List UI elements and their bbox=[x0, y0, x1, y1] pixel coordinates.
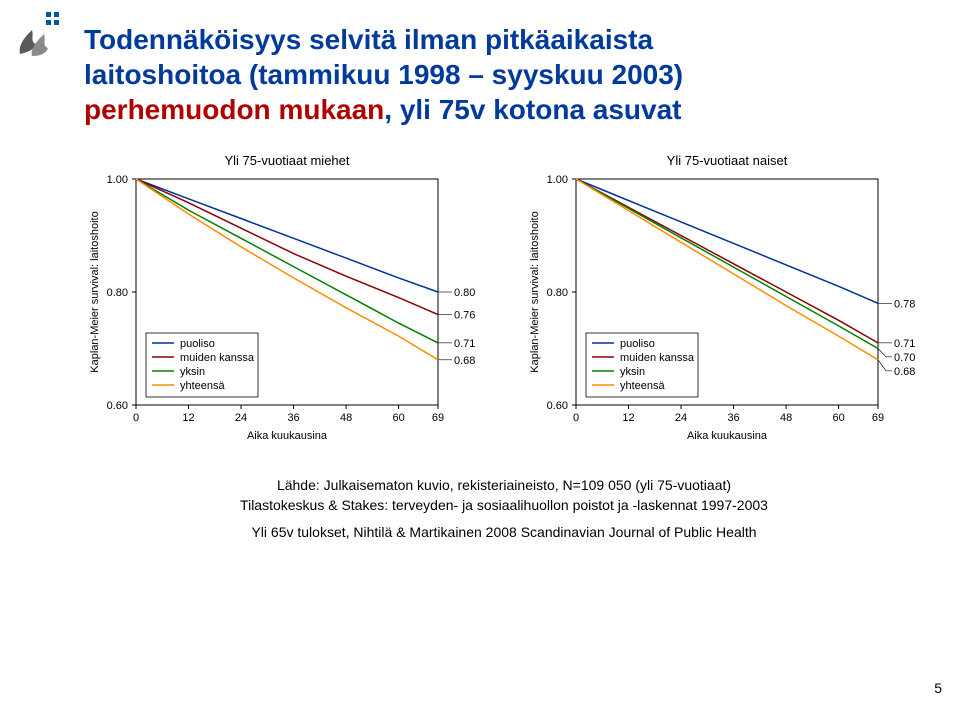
svg-text:48: 48 bbox=[780, 412, 792, 424]
svg-text:1.00: 1.00 bbox=[107, 174, 128, 186]
svg-text:Kaplan-Meier survival: laitosh: Kaplan-Meier survival: laitoshoito bbox=[529, 211, 541, 372]
page-number: 5 bbox=[934, 680, 942, 696]
svg-text:yhteensä: yhteensä bbox=[180, 380, 226, 392]
svg-text:muiden kanssa: muiden kanssa bbox=[620, 352, 695, 364]
chart-women: Yli 75-vuotiaat naiset 0.60 0.80 1.00 0 12 24 3… bbox=[524, 149, 924, 454]
svg-text:48: 48 bbox=[340, 412, 352, 424]
svg-text:12: 12 bbox=[182, 412, 194, 424]
source-notes: Lähde: Julkaisematon kuvio, rekisteriain… bbox=[84, 476, 924, 543]
svg-text:puoliso: puoliso bbox=[180, 338, 215, 350]
svg-text:0.71: 0.71 bbox=[894, 338, 915, 350]
svg-text:0.68: 0.68 bbox=[454, 355, 475, 367]
svg-text:0.78: 0.78 bbox=[894, 298, 915, 310]
svg-text:puoliso: puoliso bbox=[620, 338, 655, 350]
svg-text:yksin: yksin bbox=[620, 366, 645, 378]
svg-text:0.60: 0.60 bbox=[107, 400, 128, 412]
title-line-1: Todennäköisyys selvitä ilman pitkäaikais… bbox=[84, 24, 653, 55]
svg-text:yhteensä: yhteensä bbox=[620, 380, 666, 392]
svg-text:0.80: 0.80 bbox=[547, 287, 568, 299]
svg-text:36: 36 bbox=[727, 412, 739, 424]
svg-text:12: 12 bbox=[622, 412, 634, 424]
svg-text:0.80: 0.80 bbox=[107, 287, 128, 299]
svg-text:0.60: 0.60 bbox=[547, 400, 568, 412]
svg-text:24: 24 bbox=[675, 412, 687, 424]
svg-text:0.80: 0.80 bbox=[454, 287, 475, 299]
slide-page: Todennäköisyys selvitä ilman pitkäaikais… bbox=[0, 0, 960, 708]
title-line-3b: , yli 75v kotona asuvat bbox=[384, 94, 681, 125]
svg-text:0.76: 0.76 bbox=[454, 310, 475, 322]
svg-text:60: 60 bbox=[392, 412, 404, 424]
svg-text:1.00: 1.00 bbox=[547, 174, 568, 186]
svg-text:60: 60 bbox=[832, 412, 844, 424]
svg-text:Aika kuukausina: Aika kuukausina bbox=[247, 430, 328, 442]
svg-text:Kaplan-Meier survival: laitosh: Kaplan-Meier survival: laitoshoito bbox=[89, 211, 101, 372]
svg-text:24: 24 bbox=[235, 412, 247, 424]
title-line-3a: perhemuodon mukaan bbox=[84, 94, 384, 125]
svg-text:36: 36 bbox=[287, 412, 299, 424]
svg-text:0: 0 bbox=[133, 412, 139, 424]
footer-line-2: Tilastokeskus & Stakes: terveyden- ja so… bbox=[84, 496, 924, 516]
svg-text:yksin: yksin bbox=[180, 366, 205, 378]
footer-line-1: Lähde: Julkaisematon kuvio, rekisteriain… bbox=[84, 476, 924, 496]
svg-text:Aika kuukausina: Aika kuukausina bbox=[687, 430, 768, 442]
svg-text:0: 0 bbox=[573, 412, 579, 424]
charts-row: Yli 75-vuotiaat miehet 0.60 0.80 1.00 0 12 24 3… bbox=[84, 149, 924, 454]
svg-text:69: 69 bbox=[432, 412, 444, 424]
svg-text:muiden kanssa: muiden kanssa bbox=[180, 352, 255, 364]
chart-men: Yli 75-vuotiaat miehet 0.60 0.80 1.00 0 12 24 3… bbox=[84, 149, 484, 454]
svg-text:69: 69 bbox=[872, 412, 884, 424]
svg-text:0.71: 0.71 bbox=[454, 338, 475, 350]
title-line-2: laitoshoitoa (tammikuu 1998 – syyskuu 20… bbox=[84, 59, 683, 90]
svg-text:Yli 75-vuotiaat miehet: Yli 75-vuotiaat miehet bbox=[224, 153, 349, 168]
svg-text:Yli 75-vuotiaat naiset: Yli 75-vuotiaat naiset bbox=[667, 153, 788, 168]
svg-text:0.70: 0.70 bbox=[894, 352, 915, 364]
svg-text:0.68: 0.68 bbox=[894, 366, 915, 378]
footer-line-3: Yli 65v tulokset, Nihtilä & Martikainen … bbox=[84, 523, 924, 543]
org-logo bbox=[14, 10, 70, 66]
slide-title: Todennäköisyys selvitä ilman pitkäaikais… bbox=[84, 22, 924, 127]
